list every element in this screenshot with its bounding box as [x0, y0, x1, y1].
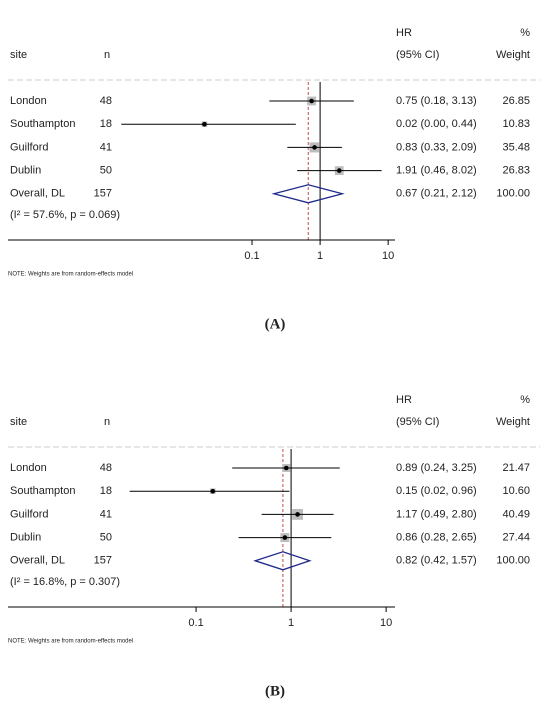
point	[312, 145, 317, 150]
site-label: Guilford	[10, 141, 49, 153]
hr-label: 0.86 (0.28, 2.65)	[396, 532, 477, 544]
weight-label: 100.00	[496, 188, 530, 200]
n-label: 48	[100, 462, 112, 474]
point	[282, 535, 288, 540]
header: n	[104, 416, 110, 428]
forest-panel: HR % site n (95% CI) Weight London 48 0.75 (0.18…	[8, 27, 540, 332]
n-label: 157	[94, 555, 112, 567]
weight-label: 10.60	[502, 485, 530, 497]
weight-label: 21.47	[502, 462, 530, 474]
overall-diamond	[253, 551, 312, 571]
hr-label: 0.83 (0.33, 2.09)	[396, 141, 477, 153]
hr-label: 0.15 (0.02, 0.96)	[396, 485, 477, 497]
note: NOTE: Weights are from random-effects mo…	[8, 639, 133, 645]
site-label: Overall, DL	[10, 188, 65, 200]
point	[210, 488, 216, 494]
header: %	[520, 394, 530, 406]
weight-label: 35.48	[502, 141, 530, 153]
x-tick-label: 1	[317, 250, 323, 262]
heterogeneity: (I² = 16.8%, p = 0.307)	[10, 576, 120, 588]
site-label: Guilford	[10, 508, 49, 520]
point	[336, 168, 342, 173]
note: NOTE: Weights are from random-effects mo…	[8, 272, 133, 278]
header: (95% CI)	[396, 49, 439, 61]
site-label: Dublin	[10, 532, 41, 544]
header: site	[10, 49, 27, 61]
header: (95% CI)	[396, 416, 439, 428]
header: n	[104, 49, 110, 61]
n-label: 18	[100, 118, 112, 130]
point	[202, 121, 207, 127]
hr-label: 0.02 (0.00, 0.44)	[396, 118, 477, 130]
site-label: London	[10, 462, 47, 474]
site-label: Southampton	[10, 118, 75, 130]
header: Weight	[496, 49, 530, 61]
site-label: Southampton	[10, 485, 75, 497]
point	[295, 512, 300, 517]
x-tick-label: 1	[288, 617, 294, 629]
site-label: Dublin	[10, 165, 41, 177]
hr-label: 0.67 (0.21, 2.12)	[396, 188, 477, 200]
weight-label: 100.00	[496, 555, 530, 567]
header: Weight	[496, 416, 530, 428]
weight-label: 40.49	[502, 508, 530, 520]
hr-label: 0.75 (0.18, 3.13)	[396, 95, 477, 107]
heterogeneity: (I² = 57.6%, p = 0.069)	[10, 209, 120, 221]
header: HR	[396, 394, 412, 406]
n-label: 157	[94, 188, 112, 200]
hr-label: 1.91 (0.46, 8.02)	[396, 165, 477, 177]
weight-label: 27.44	[502, 532, 530, 544]
x-tick-label: 10	[382, 250, 394, 262]
point	[309, 98, 314, 104]
panel-label: (A)	[265, 316, 286, 332]
hr-label: 0.89 (0.24, 3.25)	[396, 462, 477, 474]
n-label: 48	[100, 95, 112, 107]
site-label: London	[10, 95, 47, 107]
x-tick-label: 10	[380, 617, 392, 629]
x-tick-label: 0.1	[188, 617, 203, 629]
n-label: 41	[100, 508, 112, 520]
n-label: 50	[100, 532, 112, 544]
overall-diamond	[271, 184, 345, 204]
header: site	[10, 416, 27, 428]
n-label: 18	[100, 485, 112, 497]
forest-panel: HR % site n (95% CI) Weight London 48 0.89 (0.24…	[8, 394, 540, 699]
n-label: 50	[100, 165, 112, 177]
hr-label: 1.17 (0.49, 2.80)	[396, 508, 477, 520]
weight-label: 10.83	[502, 118, 530, 130]
panel-label: (B)	[265, 683, 285, 699]
hr-label: 0.82 (0.42, 1.57)	[396, 555, 477, 567]
weight-label: 26.83	[502, 165, 530, 177]
weight-label: 26.85	[502, 95, 530, 107]
x-tick-label: 0.1	[244, 250, 259, 262]
header: %	[520, 27, 530, 39]
n-label: 41	[100, 141, 112, 153]
header: HR	[396, 27, 412, 39]
point	[283, 465, 289, 471]
site-label: Overall, DL	[10, 555, 65, 567]
